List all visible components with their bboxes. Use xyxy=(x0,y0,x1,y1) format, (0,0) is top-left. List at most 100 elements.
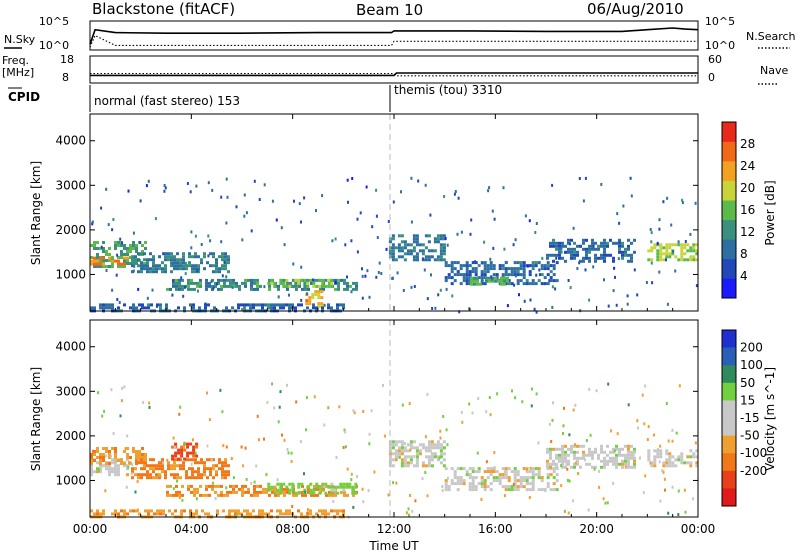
power-cell xyxy=(135,244,138,247)
velocity-cell xyxy=(96,456,99,459)
power-cell xyxy=(424,255,428,259)
velocity-cell xyxy=(156,509,159,513)
velocity-cell xyxy=(186,442,190,446)
power-cell xyxy=(195,184,198,188)
velocity-cell xyxy=(103,409,106,413)
velocity-cell xyxy=(595,389,598,393)
velocity-cell xyxy=(210,458,213,462)
power-cell xyxy=(311,296,315,300)
power-cell xyxy=(149,270,152,274)
power-cell xyxy=(564,259,567,263)
power-cell xyxy=(609,253,612,257)
power-cell xyxy=(439,258,443,262)
power-cell xyxy=(415,255,419,259)
power-cell xyxy=(114,259,117,263)
velocity-cell xyxy=(193,487,196,491)
power-cell xyxy=(609,238,612,242)
velocity-cell xyxy=(446,443,449,447)
power-cell xyxy=(410,220,413,224)
velocity-cell xyxy=(409,494,412,497)
velocity-cell xyxy=(166,484,169,488)
power-cell xyxy=(585,247,588,251)
power-cell xyxy=(427,258,431,262)
power-cell xyxy=(188,264,191,268)
power-cell xyxy=(182,255,185,259)
power-cell xyxy=(368,295,371,299)
power-cell xyxy=(171,293,174,297)
velocity-cell xyxy=(492,479,496,483)
velocity-cell xyxy=(540,476,544,480)
velocity-cell xyxy=(261,509,264,513)
power-cell xyxy=(161,270,164,274)
power-cell xyxy=(630,259,633,263)
velocity-cell xyxy=(114,470,117,474)
velocity-cell xyxy=(671,464,675,468)
colorbar-swatch xyxy=(722,258,736,279)
velocity-cell xyxy=(147,512,150,516)
power-cell xyxy=(149,258,152,262)
velocity-cell xyxy=(327,512,330,516)
velocity-cell xyxy=(439,443,443,447)
velocity-cell xyxy=(400,461,404,465)
velocity-cell xyxy=(105,454,108,458)
velocity-cell xyxy=(276,482,280,486)
power-cell xyxy=(406,252,410,256)
velocity-cell xyxy=(400,449,404,453)
velocity-cell xyxy=(627,444,630,448)
velocity-cell xyxy=(100,514,103,518)
power-cell xyxy=(504,282,508,286)
power-cell xyxy=(328,281,331,285)
velocity-cell xyxy=(686,461,690,465)
power-cell xyxy=(96,253,99,256)
velocity-cell xyxy=(190,484,193,488)
velocity-cell xyxy=(159,512,162,516)
velocity-cell xyxy=(120,459,123,462)
power-cell xyxy=(117,306,120,310)
velocity-cell xyxy=(204,512,207,516)
velocity-cell xyxy=(453,473,457,477)
velocity-cell xyxy=(525,476,529,480)
power-cell xyxy=(552,273,556,277)
power-cell xyxy=(522,282,526,286)
colorbar-swatch xyxy=(722,122,736,142)
power-cell xyxy=(132,241,135,244)
power-cell xyxy=(677,258,681,262)
velocity-cell xyxy=(476,451,479,455)
velocity-cell xyxy=(534,473,538,477)
colorbar-swatch xyxy=(722,435,736,454)
power-cell xyxy=(273,284,277,288)
power-cell xyxy=(194,267,197,271)
velocity-cell xyxy=(140,473,143,477)
velocity-cell xyxy=(102,459,105,462)
power-cell xyxy=(190,230,193,234)
power-cell xyxy=(223,281,226,285)
velocity-cell xyxy=(197,467,200,471)
velocity-cell xyxy=(427,449,431,453)
velocity-cell xyxy=(181,484,184,488)
velocity-cell xyxy=(226,493,229,497)
power-cell xyxy=(487,189,490,193)
velocity-cell xyxy=(221,467,224,471)
velocity-cell xyxy=(597,453,600,457)
velocity-cell xyxy=(474,470,478,474)
power-cell xyxy=(674,255,678,259)
power-cell xyxy=(93,265,96,268)
velocity-cell xyxy=(627,462,630,466)
velocity-cell xyxy=(412,446,416,450)
velocity-cell xyxy=(141,453,144,456)
power-cell xyxy=(179,264,182,268)
velocity-cell xyxy=(304,490,307,494)
power-cell xyxy=(241,238,244,242)
velocity-cell xyxy=(278,405,281,409)
velocity-cell xyxy=(471,485,475,489)
power-cell xyxy=(480,270,484,274)
power-cell xyxy=(588,247,591,251)
power-cell xyxy=(270,303,273,307)
power-cell xyxy=(474,270,478,274)
power-cell xyxy=(546,261,550,265)
power-cell xyxy=(152,261,155,265)
power-cell xyxy=(456,273,460,277)
velocity-cell xyxy=(624,459,627,463)
velocity-cell xyxy=(528,496,531,499)
power-cell xyxy=(617,257,620,261)
